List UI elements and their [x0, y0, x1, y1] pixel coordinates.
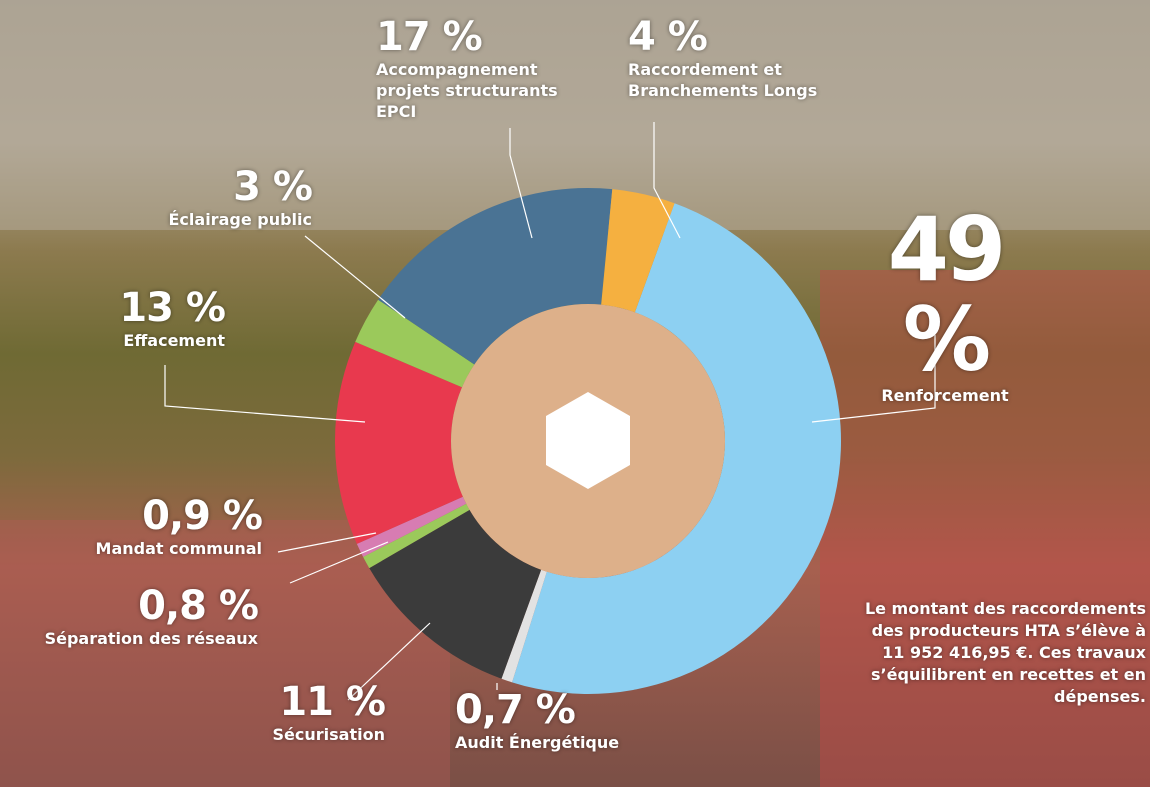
slice-label: 0,9 %Mandat communal [20, 494, 262, 559]
slice-label: 0,8 %Séparation des réseaux [0, 584, 258, 649]
value-label: 3 % [100, 165, 312, 209]
value-label: 0,8 % [0, 584, 258, 628]
value-label: 17 % [376, 15, 591, 59]
value-label: 4 % [628, 15, 868, 59]
slice-label: 49 %Renforcement [860, 205, 1030, 406]
slice-label: 3 %Éclairage public [100, 165, 312, 230]
category-label: Séparation des réseaux [0, 628, 258, 649]
slice-label: 4 %Raccordement et Branchements Longs [628, 15, 868, 101]
category-label: Audit Énergétique [455, 732, 715, 753]
note: Le montant des raccordements des product… [846, 598, 1146, 708]
category-label: Renforcement [860, 385, 1030, 406]
category-label: Mandat communal [20, 538, 262, 559]
page: 49 %Renforcement 0,7 %Audit Énergétique 11… [0, 0, 1150, 787]
value-label: 0,7 % [455, 688, 715, 732]
category-label: Accompagnement projets structurants EPCI [376, 59, 591, 122]
value-label: 13 % [30, 286, 225, 330]
category-label: Raccordement et Branchements Longs [628, 59, 868, 101]
category-label: Effacement [30, 330, 225, 351]
value-label: 49 % [860, 205, 1030, 385]
slice-label: 11 %Sécurisation [200, 680, 385, 745]
category-label: Sécurisation [200, 724, 385, 745]
value-label: 0,9 % [20, 494, 262, 538]
category-label: Éclairage public [100, 209, 312, 230]
slice-label: 0,7 %Audit Énergétique [455, 688, 715, 753]
value-label: 11 % [200, 680, 385, 724]
slice-label: 17 %Accompagnement projets structurants … [376, 15, 591, 122]
slice-label: 13 %Effacement [30, 286, 225, 351]
